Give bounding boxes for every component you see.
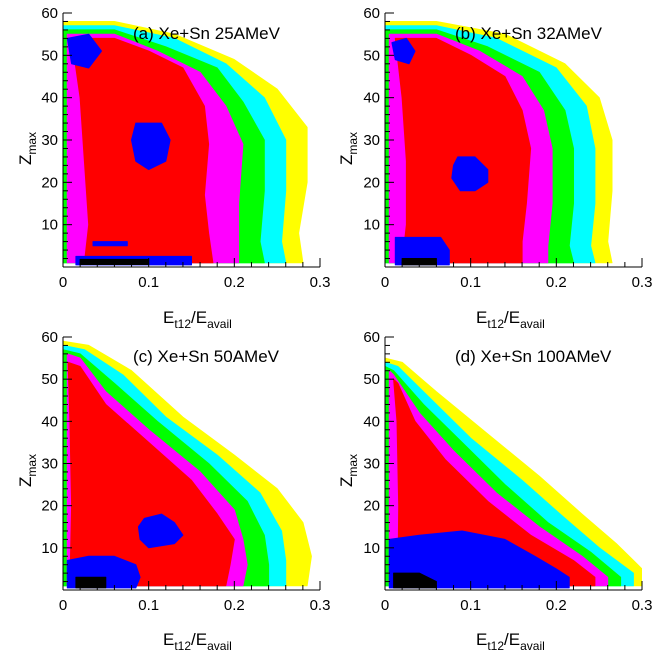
y-tick-label-c-0: 10	[41, 540, 58, 557]
y-tick-label-a-1: 20	[41, 174, 58, 191]
y-tick-label-d-2: 30	[363, 456, 380, 473]
y-tick-label-a-5: 60	[41, 5, 58, 22]
y-tick-label-c-1: 20	[41, 498, 58, 515]
heatmap-region-d-6	[393, 572, 437, 589]
panel-title-c: (c) Xe+Sn 50AMeV	[133, 347, 280, 366]
x-tick-label-a-1: 0.1	[138, 274, 159, 291]
x-tick-label-d-1: 0.1	[460, 597, 481, 614]
x-axis-title-b: Et12/Eavail	[476, 308, 545, 331]
panel-d: 0 0.1 0.2 0.3 10 20 30 40 50 60 (d) Xe+Sn 100AMeV…	[337, 329, 652, 651]
y-tick-label-a-3: 40	[41, 90, 58, 107]
heatmap-region-b-4	[394, 37, 532, 264]
heatmap-region-c-7	[75, 576, 107, 589]
axes-c: 0 0.1 0.2 0.3 10 20 30 40 50 60	[41, 329, 330, 614]
x-axis-title-c: Et12/Eavail	[163, 630, 232, 651]
y-tick-label-b-2: 30	[363, 132, 380, 149]
y-tick-label-b-0: 10	[363, 217, 380, 234]
y-tick-label-b-1: 20	[363, 174, 380, 191]
y-axis-title-d: Zmax	[337, 454, 360, 487]
y-tick-label-b-3: 40	[363, 90, 380, 107]
x-tick-label-d-0: 0	[381, 597, 389, 614]
y-tick-label-c-2: 30	[41, 456, 58, 473]
heatmap-c	[63, 340, 312, 589]
y-tick-label-d-5: 60	[363, 329, 380, 346]
heatmap-d	[385, 357, 642, 589]
x-tick-label-b-1: 0.1	[460, 274, 481, 291]
y-tick-label-d-0: 10	[363, 540, 380, 557]
panel-title-b: (b) Xe+Sn 32AMeV	[455, 24, 603, 43]
y-tick-label-d-3: 40	[363, 413, 380, 430]
x-axis-title-d: Et12/Eavail	[476, 630, 545, 651]
y-axis-title-c: Zmax	[16, 454, 39, 487]
y-tick-label-c-4: 50	[41, 371, 58, 388]
x-tick-label-c-0: 0	[59, 597, 67, 614]
y-tick-label-a-4: 50	[41, 47, 58, 64]
heatmap-region-b-6	[391, 37, 416, 65]
heatmap-region-a-6	[66, 33, 102, 69]
y-tick-label-c-3: 40	[41, 413, 58, 430]
heatmap-a	[63, 21, 308, 266]
x-tick-label-a-3: 0.3	[310, 274, 331, 291]
y-tick-label-c-5: 60	[41, 329, 58, 346]
axes-a: 0 0.1 0.2 0.3 10 20 30 40 50 60	[41, 5, 330, 291]
y-tick-label-a-0: 10	[41, 217, 58, 234]
x-tick-label-c-2: 0.2	[224, 597, 245, 614]
x-tick-label-a-0: 0	[59, 274, 67, 291]
heatmap-region-b-5	[451, 156, 489, 192]
y-tick-label-d-1: 20	[363, 498, 380, 515]
heatmap-b	[385, 21, 613, 266]
y-tick-label-b-5: 60	[363, 5, 380, 22]
x-axis-title-a: Et12/Eavail	[163, 308, 232, 331]
panel-title-d: (d) Xe+Sn 100AMeV	[455, 347, 612, 366]
y-axis-title-a: Zmax	[16, 132, 39, 165]
x-tick-label-b-0: 0	[381, 274, 389, 291]
axes-d: 0 0.1 0.2 0.3 10 20 30 40 50 60	[363, 329, 652, 614]
x-tick-label-d-3: 0.3	[632, 597, 653, 614]
y-axis-title-b: Zmax	[337, 132, 360, 165]
x-tick-label-d-2: 0.2	[546, 597, 567, 614]
x-tick-label-a-2: 0.2	[224, 274, 245, 291]
x-tick-label-c-1: 0.1	[138, 597, 159, 614]
axes-b: 0 0.1 0.2 0.3 10 20 30 40 50 60	[363, 5, 652, 291]
x-tick-label-b-3: 0.3	[632, 274, 653, 291]
panel-title-a: (a) Xe+Sn 25AMeV	[133, 24, 281, 43]
heatmap-region-d-5	[388, 530, 570, 589]
x-tick-label-b-2: 0.2	[546, 274, 567, 291]
heatmap-region-a-5	[131, 122, 171, 171]
heatmap-region-a-8	[92, 241, 128, 247]
heatmap-region-c-5	[137, 513, 184, 549]
x-tick-label-c-3: 0.3	[310, 597, 331, 614]
y-tick-label-b-4: 50	[363, 47, 380, 64]
y-tick-label-a-2: 30	[41, 132, 58, 149]
y-tick-label-d-4: 50	[363, 371, 380, 388]
